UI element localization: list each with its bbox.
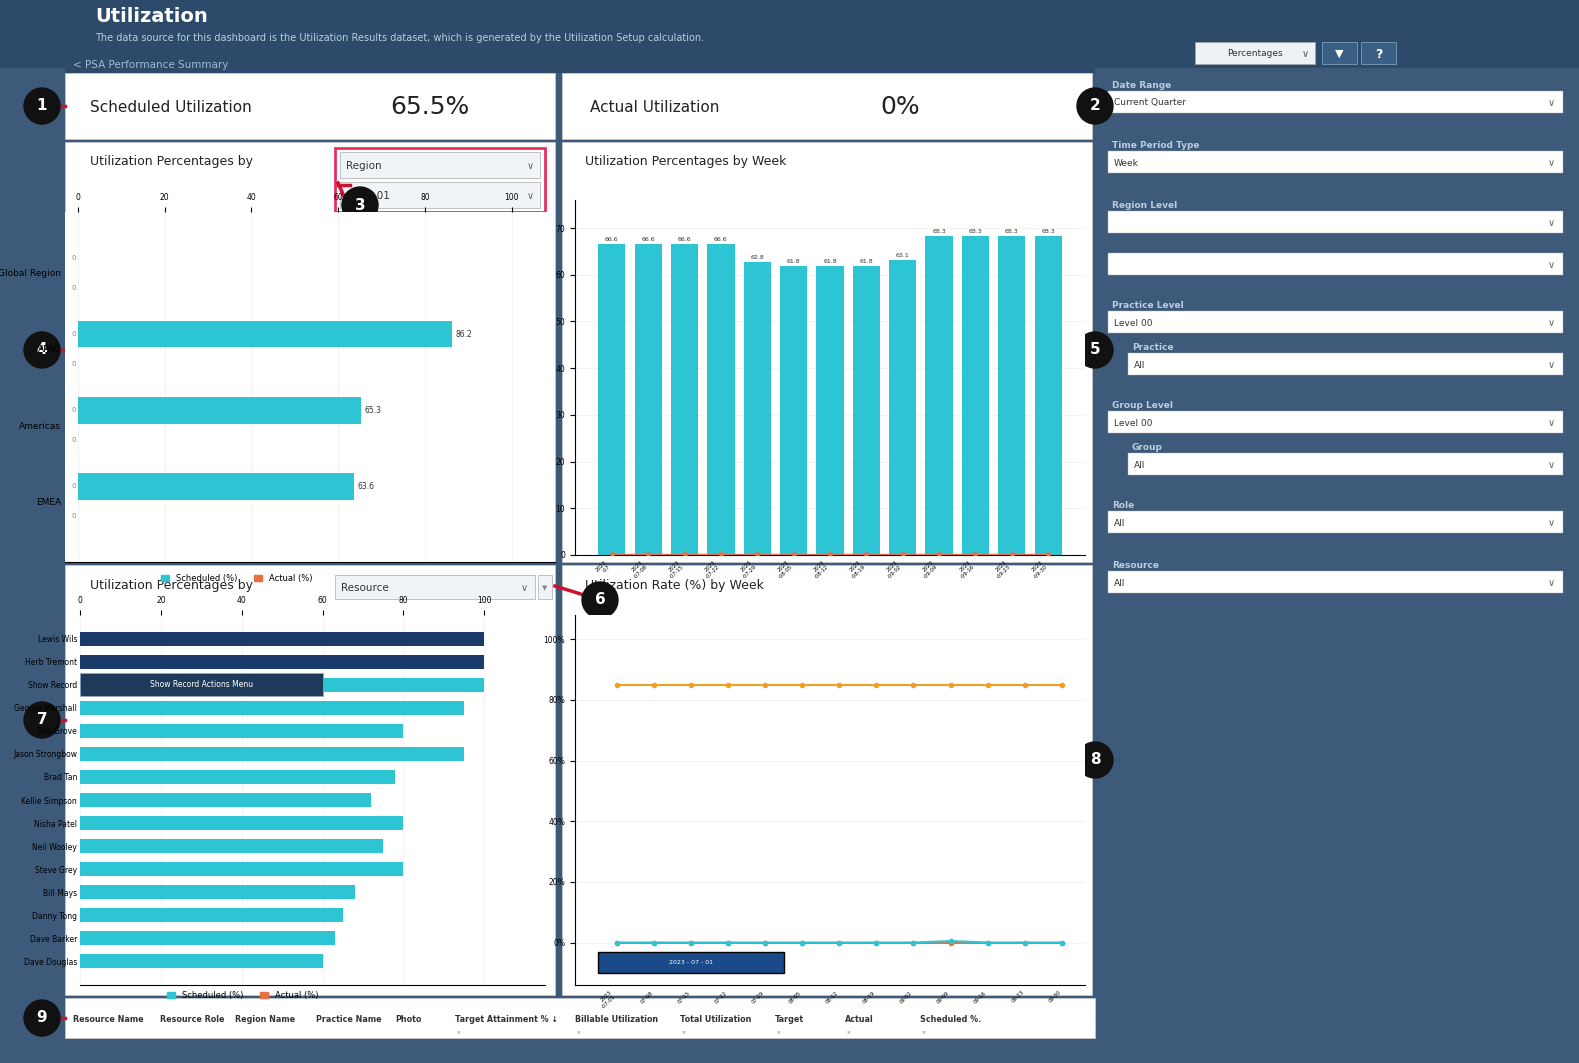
- FancyBboxPatch shape: [1108, 571, 1563, 593]
- Text: 68.3: 68.3: [1004, 230, 1018, 234]
- Text: Utilization Percentages by: Utilization Percentages by: [90, 155, 253, 169]
- Text: Total Utilization: Total Utilization: [681, 1015, 752, 1025]
- Legend: Scheduled (%), Actual (%): Scheduled (%), Actual (%): [747, 627, 913, 643]
- Actual Rate: [1015, 937, 1034, 949]
- Bar: [77, 396, 362, 423]
- Text: ∨: ∨: [527, 161, 534, 171]
- FancyBboxPatch shape: [65, 55, 1094, 73]
- FancyBboxPatch shape: [1322, 43, 1356, 64]
- Text: Utilization Rate (%) by Week: Utilization Rate (%) by Week: [584, 578, 764, 591]
- Target Rate: [682, 678, 701, 691]
- Text: Level 01: Level 01: [346, 191, 390, 201]
- Text: Photo: Photo: [395, 1015, 422, 1025]
- Text: 61.8: 61.8: [823, 259, 837, 265]
- Text: 0: 0: [71, 331, 76, 337]
- Scheduled Rate: [867, 937, 886, 949]
- Text: Current Quarter: Current Quarter: [1115, 99, 1186, 107]
- Scheduled Rate: [831, 937, 850, 949]
- FancyBboxPatch shape: [65, 142, 554, 562]
- Text: ∨: ∨: [1547, 360, 1555, 370]
- Bar: [81, 862, 404, 876]
- Actual Rate: [793, 937, 812, 949]
- Text: ▼: ▼: [1334, 49, 1344, 60]
- Actual Rate: [905, 937, 924, 949]
- Text: ∨: ∨: [1547, 418, 1555, 428]
- Actual Rate: [977, 937, 996, 949]
- Text: 65.3: 65.3: [365, 406, 382, 415]
- Text: < PSA Performance Summary: < PSA Performance Summary: [73, 60, 229, 70]
- Text: Level 00: Level 00: [1115, 319, 1153, 327]
- Bar: [598, 243, 625, 555]
- Target Rate: [718, 678, 737, 691]
- Text: Week: Week: [1115, 158, 1138, 168]
- Text: ∨: ∨: [1301, 49, 1309, 60]
- Text: 66.6: 66.6: [714, 237, 728, 242]
- Bar: [81, 931, 335, 945]
- Circle shape: [1077, 332, 1113, 368]
- Scheduled Rate: [905, 937, 924, 949]
- Scheduled Rate: [793, 937, 812, 949]
- Text: 68.3: 68.3: [932, 230, 946, 234]
- Scheduled Rate: [1052, 937, 1071, 949]
- Scheduled Rate: [718, 937, 737, 949]
- Bar: [671, 243, 698, 555]
- Circle shape: [1077, 88, 1113, 124]
- Bar: [81, 839, 384, 853]
- Text: All: All: [1115, 519, 1126, 527]
- Actual Rate: [608, 937, 627, 949]
- Text: Utilization: Utilization: [95, 6, 208, 26]
- Text: 0: 0: [71, 484, 76, 489]
- Actual Rate: [718, 937, 737, 949]
- Scheduled Rate: [941, 934, 960, 947]
- Target Rate: [905, 678, 924, 691]
- FancyBboxPatch shape: [1195, 43, 1315, 64]
- Text: All: All: [1134, 460, 1145, 470]
- Text: ∨: ∨: [1547, 460, 1555, 470]
- Bar: [77, 473, 354, 500]
- FancyBboxPatch shape: [1108, 91, 1563, 113]
- Text: 4: 4: [36, 342, 47, 357]
- Text: 66.6: 66.6: [677, 237, 692, 242]
- Bar: [816, 267, 843, 555]
- Text: 2: 2: [1090, 99, 1101, 114]
- Target Rate: [644, 678, 663, 691]
- Bar: [81, 816, 404, 830]
- Text: ∨: ∨: [1547, 98, 1555, 108]
- Text: 61.8: 61.8: [859, 259, 873, 265]
- Text: Region Level: Region Level: [1112, 201, 1178, 209]
- Text: 68.3: 68.3: [968, 230, 982, 234]
- Bar: [77, 321, 452, 348]
- Actual Rate: [644, 937, 663, 949]
- Text: 66.6: 66.6: [641, 237, 655, 242]
- Text: 86.2: 86.2: [455, 330, 472, 339]
- Circle shape: [24, 332, 60, 368]
- Circle shape: [24, 1000, 60, 1036]
- Bar: [81, 631, 485, 645]
- Text: x: x: [576, 1029, 581, 1034]
- Text: Region: Region: [346, 161, 382, 171]
- Text: 9: 9: [36, 1011, 47, 1026]
- Bar: [889, 260, 916, 555]
- Bar: [81, 747, 464, 761]
- Text: 7: 7: [36, 712, 47, 727]
- Text: 61.8: 61.8: [786, 259, 801, 265]
- Text: Scheduled %.: Scheduled %.: [921, 1015, 981, 1025]
- Text: All: All: [1115, 578, 1126, 588]
- Bar: [81, 631, 485, 645]
- Bar: [81, 955, 322, 968]
- Text: ∨: ∨: [1547, 518, 1555, 528]
- Text: ?: ?: [1375, 48, 1383, 61]
- Bar: [707, 243, 734, 555]
- Bar: [925, 236, 952, 555]
- Text: Show Record Actions Menu: Show Record Actions Menu: [150, 680, 253, 689]
- Scheduled Rate: [756, 937, 775, 949]
- FancyBboxPatch shape: [562, 566, 1093, 995]
- Circle shape: [1077, 742, 1113, 778]
- Text: ▼: ▼: [542, 585, 548, 591]
- FancyBboxPatch shape: [339, 152, 540, 178]
- FancyBboxPatch shape: [335, 148, 545, 212]
- Target Rate: [831, 678, 850, 691]
- Text: Group: Group: [1132, 442, 1162, 452]
- Text: 68.3: 68.3: [1041, 230, 1055, 234]
